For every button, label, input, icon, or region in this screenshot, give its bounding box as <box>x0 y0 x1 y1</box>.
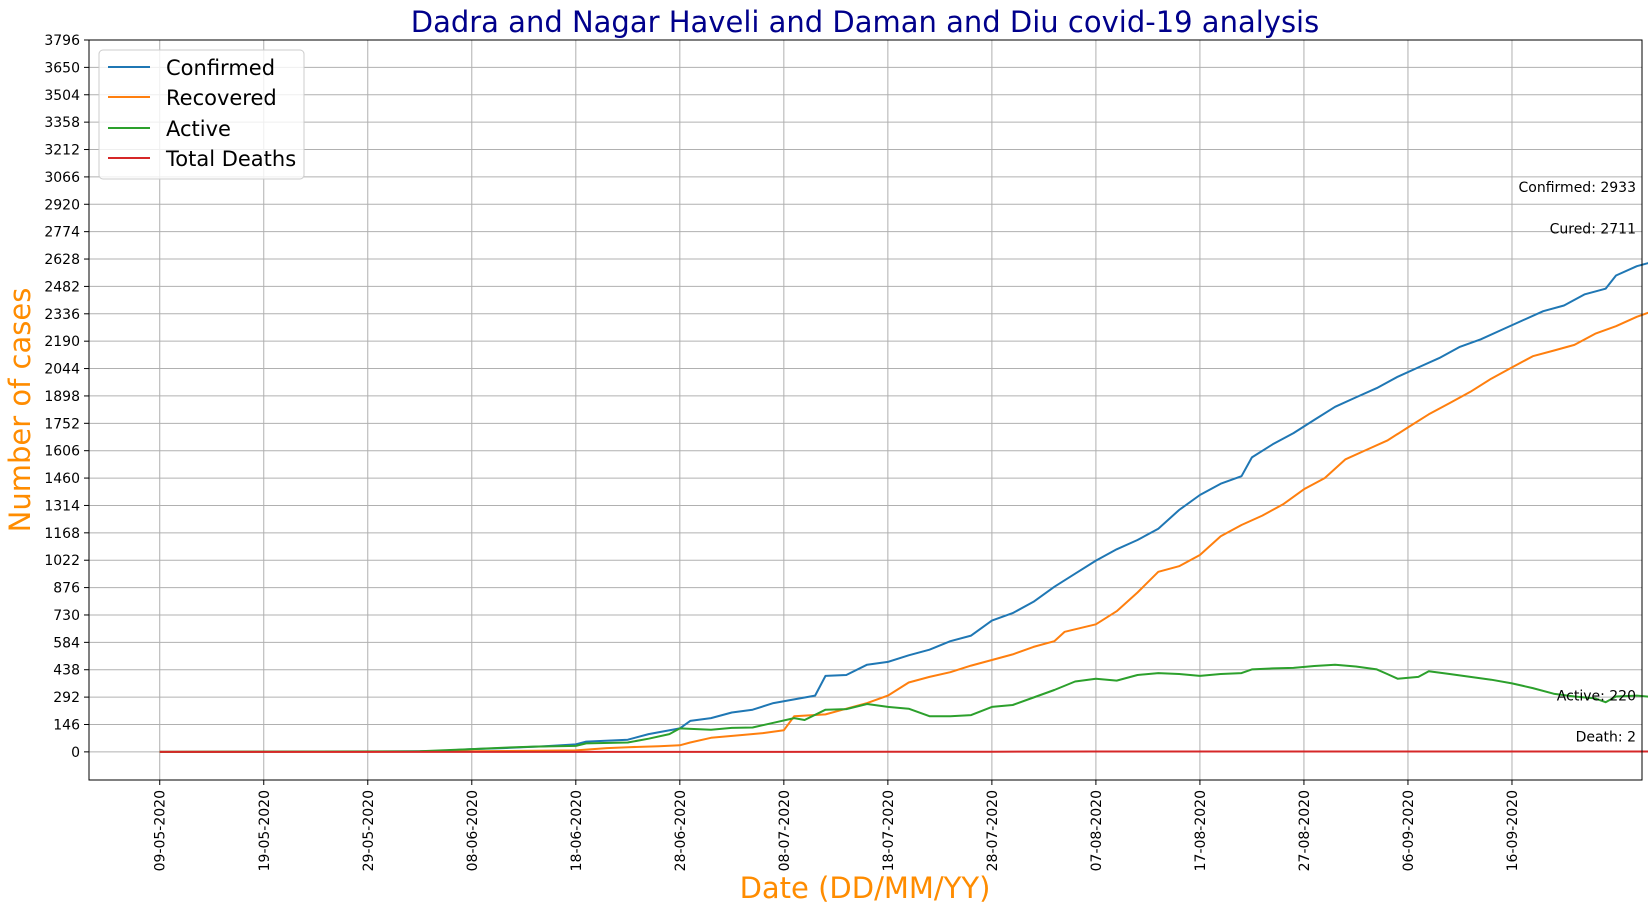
y-tick-label: 3066 <box>44 170 80 186</box>
annotation-active: Active: 220 <box>1557 689 1636 705</box>
x-tick-label: 19-05-2020 <box>257 790 273 871</box>
y-tick-label: 2190 <box>44 334 80 350</box>
legend-label-active: Active <box>166 117 231 141</box>
y-tick-label: 1606 <box>44 444 80 460</box>
y-tick-label: 2336 <box>44 307 80 323</box>
y-tick-label: 584 <box>53 635 80 651</box>
series-line-active <box>159 663 1648 753</box>
x-tick-label: 18-06-2020 <box>569 790 585 871</box>
x-tick-label: 28-07-2020 <box>985 790 1001 871</box>
legend-label-recovered: Recovered <box>166 86 277 110</box>
x-axis-ticks: 09-05-2020 19-05-2020 29-05-2020 08-06-2020… <box>153 780 1521 871</box>
x-tick-label: 18-07-2020 <box>881 790 897 871</box>
y-tick-label: 3796 <box>44 33 80 49</box>
x-tick-label: 09-05-2020 <box>153 790 169 871</box>
y-tick-label: 1898 <box>44 389 80 405</box>
y-tick-label: 292 <box>53 690 80 706</box>
annotations: Confirmed: 2933 Cured: 2711 Active: 220 Dea… <box>1519 180 1636 746</box>
annotation-recovered: Cured: 2711 <box>1550 221 1636 237</box>
x-tick-label: 16-09-2020 <box>1505 790 1521 871</box>
annotation-total-deaths: Death: 2 <box>1576 729 1636 745</box>
grid <box>89 39 1642 780</box>
y-tick-label: 3212 <box>44 143 80 159</box>
y-tick-label: 3358 <box>44 115 80 131</box>
series-line-confirmed <box>159 262 1648 753</box>
x-tick-label: 27-08-2020 <box>1297 790 1313 871</box>
y-tick-label: 2774 <box>44 225 80 241</box>
y-tick-label: 2920 <box>44 197 80 213</box>
y-tick-label: 876 <box>53 581 80 597</box>
x-tick-label: 08-06-2020 <box>465 790 481 871</box>
y-tick-label: 0 <box>71 745 80 761</box>
y-axis-ticks: 0 146 292 438 584 730 876 1022 1168 1314 1460 1606 1… <box>44 33 89 761</box>
y-tick-label: 1460 <box>44 471 80 487</box>
plot-frame <box>88 39 1643 781</box>
legend-frame <box>98 49 305 180</box>
legend-label-confirmed: Confirmed <box>166 56 275 80</box>
y-tick-label: 730 <box>53 608 80 624</box>
y-tick-label: 2482 <box>44 279 80 295</box>
y-axis-label: Number of cases <box>3 288 37 533</box>
y-tick-label: 1752 <box>44 416 80 432</box>
chart-title: Dadra and Nagar Haveli and Daman and Diu… <box>411 5 1319 39</box>
series-lines <box>159 262 1648 753</box>
x-tick-label: 17-08-2020 <box>1193 790 1209 871</box>
x-axis-label: Date (DD/MM/YY) <box>740 871 991 905</box>
x-tick-label: 28-06-2020 <box>673 790 689 871</box>
legend-label-total-deaths: Total Deaths <box>165 147 296 171</box>
annotation-confirmed: Confirmed: 2933 <box>1519 180 1636 196</box>
x-tick-label: 29-05-2020 <box>361 790 377 871</box>
series-line-recovered <box>159 311 1648 753</box>
y-tick-label: 146 <box>53 717 80 733</box>
y-tick-label: 1314 <box>44 498 80 514</box>
x-tick-label: 07-08-2020 <box>1089 790 1105 871</box>
legend: Confirmed Recovered Active Total Deaths <box>98 49 305 180</box>
y-tick-label: 3504 <box>44 88 80 104</box>
y-tick-label: 2628 <box>44 252 80 268</box>
x-tick-label: 06-09-2020 <box>1401 790 1417 871</box>
y-tick-label: 1022 <box>44 553 80 569</box>
x-tick-label: 08-07-2020 <box>777 790 793 871</box>
y-tick-label: 1168 <box>44 526 80 542</box>
y-tick-label: 2044 <box>44 362 80 378</box>
y-tick-label: 3650 <box>44 60 80 76</box>
y-tick-label: 438 <box>53 663 80 679</box>
